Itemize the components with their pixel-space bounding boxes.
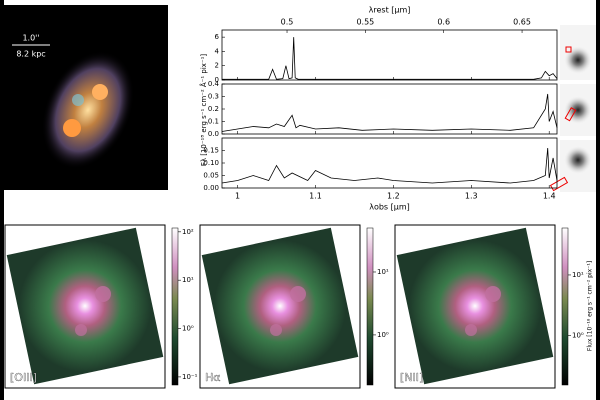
y-tick-label: 0.1 <box>208 118 219 126</box>
spectrum-line <box>222 37 558 80</box>
map: [NII] <box>394 224 556 389</box>
colorbar-tick-label: 10¹ <box>572 271 584 279</box>
colorbar-tick-label: 10⁰ <box>377 331 389 339</box>
map-image <box>201 227 359 385</box>
colorbar-tick-label: 10⁰ <box>182 325 194 333</box>
x-axis-label: λobs [μm] <box>369 203 410 212</box>
map-blob <box>465 324 477 336</box>
map: Hα <box>199 224 361 389</box>
y-tick-label: 4 <box>215 47 220 55</box>
y-axis-label: Fλ [10⁻¹⁸ erg s⁻¹ cm⁻² Å⁻¹ pix⁻¹] <box>199 54 208 167</box>
y-tick-label: 0.0 <box>208 130 219 138</box>
top-tick-label: 0.5 <box>281 18 294 27</box>
x-tick-label: 1.3 <box>465 192 478 201</box>
map-blob <box>290 286 306 302</box>
map-image <box>396 227 554 385</box>
y-tick-label: 0.4 <box>208 80 220 88</box>
y-tick-label: 0.2 <box>208 105 219 113</box>
colorbar <box>561 227 569 386</box>
x-tick-label: 1 <box>235 192 240 201</box>
top-axis-label: λrest [μm] <box>369 6 411 15</box>
map-blob <box>95 286 111 302</box>
map-label: [NII] <box>400 371 423 384</box>
map-label: [OIII] <box>10 371 37 384</box>
colorbar <box>366 227 374 386</box>
spectrum-line <box>221 147 558 184</box>
x-tick-label: 1.4 <box>543 192 556 201</box>
top-tick-label: 0.55 <box>356 18 374 27</box>
y-tick-label: 0.15 <box>203 147 219 155</box>
panel-frame <box>221 137 558 189</box>
colorbar-tick-label: 10⁰ <box>572 331 584 339</box>
y-tick-label: 0 <box>215 76 219 84</box>
y-tick-label: 2 <box>215 62 219 70</box>
colorbar <box>171 227 179 386</box>
thumbnails <box>549 25 596 192</box>
map-image <box>6 227 164 385</box>
edge <box>596 0 600 400</box>
map-blob <box>75 324 87 336</box>
colorbar-tick-label: 10² <box>182 228 194 236</box>
x-tick-label: 1.2 <box>387 192 400 201</box>
scale-angle: 1.0'' <box>22 34 39 43</box>
y-tick-label: 0.10 <box>203 159 219 167</box>
map-blob <box>485 286 501 302</box>
y-tick-label: 0.05 <box>203 172 219 180</box>
y-tick-label: 6 <box>215 33 220 41</box>
galaxy-image: 1.0'' 8.2 kpc <box>4 5 168 190</box>
spectrum-line <box>221 93 558 132</box>
top-tick-label: 0.6 <box>437 18 450 27</box>
edge <box>0 0 4 400</box>
top-tick-label: 0.65 <box>513 18 531 27</box>
map-blob <box>270 324 282 336</box>
y-tick-label: 0.00 <box>203 184 219 192</box>
colorbar-tick-label: 10¹ <box>182 276 194 284</box>
colorbar-tick-label: 10¹ <box>377 268 389 276</box>
panel-frame <box>221 29 558 81</box>
colorbar-tick-label: 10⁻¹ <box>182 373 198 381</box>
scale-distance: 8.2 kpc <box>16 50 45 59</box>
map-label: Hα <box>205 371 221 384</box>
y-tick-label: 0.3 <box>208 93 219 101</box>
map: [OIII] <box>4 224 166 389</box>
x-tick-label: 1.1 <box>309 192 322 201</box>
colorbar-label: Flux [10⁻¹⁸ erg s⁻¹ cm⁻² pix⁻¹] <box>587 261 594 351</box>
